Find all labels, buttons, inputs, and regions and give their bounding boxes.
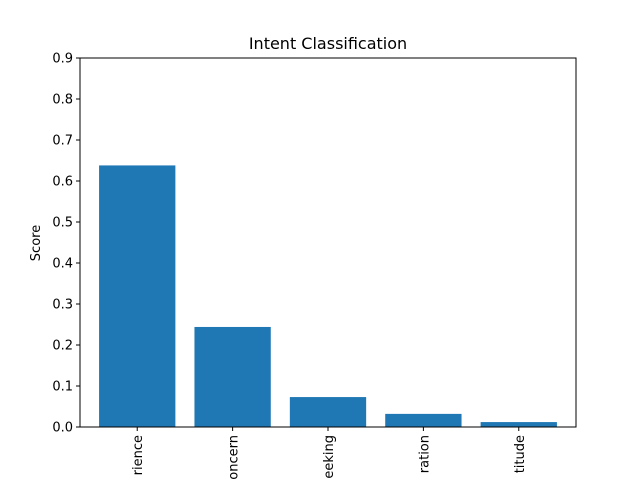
x-tick-label-4: titude	[513, 435, 528, 473]
plot-area-frame	[79, 57, 577, 428]
bar-4	[480, 422, 557, 427]
y-tick-label-0: 0.0	[52, 421, 73, 436]
y-tick-label-3: 0.3	[52, 298, 73, 313]
x-tick-label-1: oncern	[227, 435, 242, 480]
x-tick-label-2: eeking	[322, 435, 337, 479]
x-tick-label-0: rience	[131, 435, 146, 475]
y-tick-label-2: 0.2	[52, 339, 73, 354]
bar-1	[194, 326, 271, 427]
bar-2	[289, 397, 367, 427]
bar-3	[385, 413, 462, 427]
chart-title: Intent Classification	[249, 34, 407, 53]
y-axis-label: Score	[29, 225, 44, 261]
y-tick-label-1: 0.1	[52, 380, 73, 395]
bar-0	[99, 165, 176, 428]
y-tick-label-6: 0.6	[52, 175, 73, 190]
x-axis-ticks: rience oncern eeking ration titude	[131, 427, 528, 480]
x-tick-label-3: ration	[417, 435, 432, 473]
y-tick-label-8: 0.8	[52, 93, 73, 108]
bars-group	[99, 165, 557, 428]
y-tick-label-9: 0.9	[52, 52, 73, 67]
y-tick-label-5: 0.5	[52, 216, 73, 231]
y-tick-label-7: 0.7	[52, 134, 73, 149]
y-tick-label-4: 0.4	[52, 257, 73, 272]
y-axis-ticks: 0.0 0.1 0.2 0.3 0.4 0.5 0.6 0.7 0.8 0.9	[52, 52, 80, 436]
